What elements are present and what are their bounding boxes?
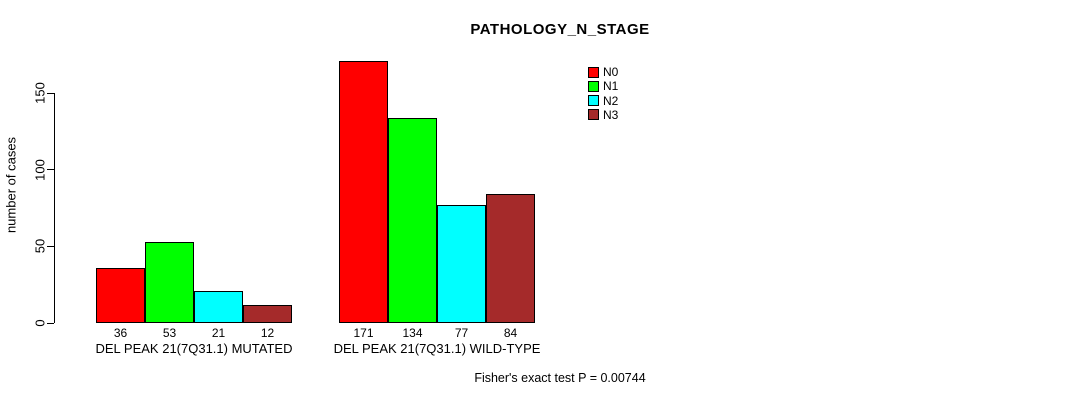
bar-value-label: 84 [503, 326, 518, 340]
y-tick-mark [47, 169, 54, 171]
bar-n3-group2 [486, 194, 535, 323]
bar-value-label: 77 [454, 326, 469, 340]
bar-n2-group1 [194, 291, 243, 323]
stat-annotation: Fisher's exact test P = 0.00744 [474, 371, 646, 385]
bar-value-label: 12 [260, 326, 275, 340]
legend-item-n0: N0 [588, 66, 618, 78]
legend-swatch-icon [588, 109, 599, 121]
y-tick-mark [47, 322, 54, 324]
y-tick-mark [47, 92, 54, 94]
bar-n0-group1 [96, 268, 145, 323]
bar-n3-group1 [243, 305, 292, 323]
group-label: DEL PEAK 21(7Q31.1) WILD-TYPE [333, 341, 541, 356]
legend-label: N2 [603, 93, 619, 108]
chart-title: PATHOLOGY_N_STAGE [470, 21, 650, 38]
group-label: DEL PEAK 21(7Q31.1) MUTATED [95, 341, 293, 356]
bar-value-label: 36 [113, 326, 128, 340]
y-axis-line [54, 93, 55, 323]
bar-value-label: 53 [162, 326, 177, 340]
bar-n1-group1 [145, 242, 194, 323]
y-tick-label-text: 50 [32, 239, 48, 254]
bar-value-label: 134 [402, 326, 423, 340]
bar-n1-group2 [388, 118, 437, 323]
legend-item-n2: N2 [588, 95, 618, 107]
legend-swatch-icon [588, 80, 599, 92]
y-tick-label-text: 100 [32, 158, 48, 181]
bar-value-label: 171 [353, 326, 374, 340]
y-axis-label-text: number of cases [3, 136, 19, 234]
legend-swatch-icon [588, 66, 599, 78]
legend-item-n3: N3 [588, 109, 618, 121]
bar-n2-group2 [437, 205, 486, 323]
y-tick-label-text: 150 [32, 82, 48, 104]
legend-label: N0 [603, 65, 619, 79]
legend-label: N1 [603, 79, 619, 94]
legend-item-n1: N1 [588, 80, 618, 92]
y-tick-label-text: 0 [32, 319, 48, 327]
bar-n0-group2 [339, 61, 388, 323]
legend-swatch-icon [588, 95, 599, 107]
bar-value-label: 21 [211, 326, 226, 340]
y-tick-mark [47, 245, 54, 247]
legend-label: N3 [603, 107, 619, 122]
